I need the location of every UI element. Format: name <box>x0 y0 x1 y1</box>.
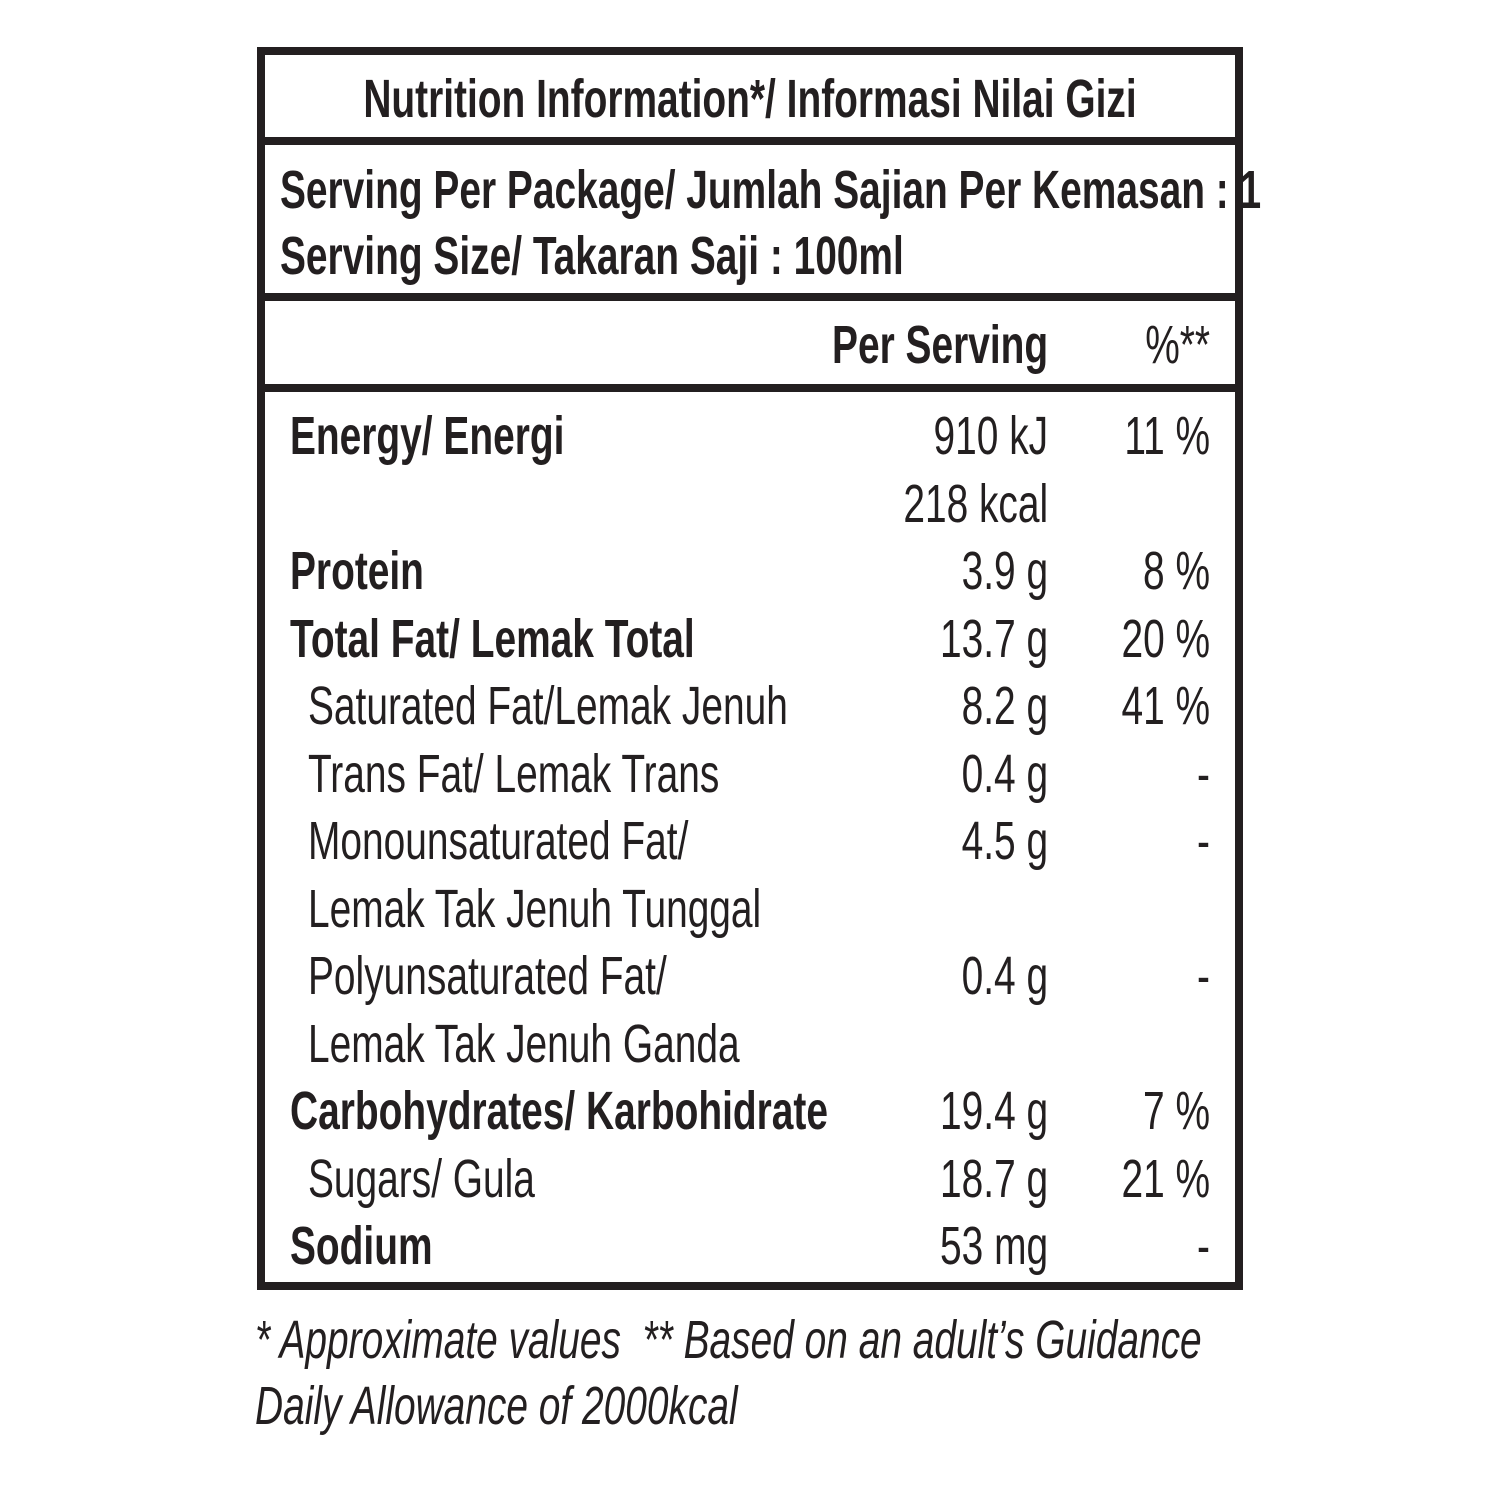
daily-value: - <box>1192 946 1210 1006</box>
title-text: Nutrition Information*/ Informasi Nilai … <box>363 69 1137 129</box>
title-section <box>265 55 1235 137</box>
amount-text: 19.4 g <box>939 1081 1048 1141</box>
daily-value: - <box>1192 811 1210 871</box>
nutrient-name-text: Polyunsaturated Fat/ <box>308 946 667 1006</box>
amount-text: 13.7 g <box>939 608 1048 669</box>
nutrient-name-text: Protein <box>290 541 424 601</box>
serving-line-text: Serving Size/ Takaran Saji : 100ml <box>280 226 904 286</box>
daily-value-text: 7 % <box>1142 1081 1210 1141</box>
footnote-text: Daily Allowance of 2000kcal <box>255 1376 738 1436</box>
daily-value: - <box>1192 1216 1210 1276</box>
amount: 8.2 g <box>928 676 1048 736</box>
amount: 910 kJ <box>889 406 1048 466</box>
nutrient-name-text: Trans Fat/ Lemak Trans <box>308 743 720 804</box>
nutrient-name-text: Lemak Tak Jenuh Tunggal <box>308 878 762 939</box>
column-dv-text: %** <box>1145 315 1210 375</box>
serving-line-text: Serving Per Package/ Jumlah Sajian Per K… <box>280 160 1262 220</box>
title: Nutrition Information*/ Informasi Nilai … <box>213 69 1287 129</box>
nutrient-name-text: Energy/ Energi <box>290 406 565 466</box>
nutrient-name: Polyunsaturated Fat/ <box>308 946 806 1006</box>
serving-line: Serving Per Package/ Jumlah Sajian Per K… <box>280 160 1500 220</box>
header-section <box>265 301 1235 384</box>
daily-value: 41 % <box>1087 676 1210 736</box>
amount: 0.4 g <box>928 946 1048 1006</box>
amount-text: 910 kJ <box>933 406 1048 466</box>
amount-text: 0.4 g <box>961 743 1048 804</box>
amount: 218 kcal <box>847 474 1048 534</box>
nutrient-name-text: Monounsaturated Fat/ <box>308 811 689 871</box>
amount: 53 mg <box>898 1216 1048 1276</box>
amount-text: 4.5 g <box>961 811 1048 871</box>
amount: 3.9 g <box>928 541 1048 601</box>
nutrient-name-text: Sugars/ Gula <box>308 1148 535 1209</box>
daily-value: 11 % <box>1091 406 1210 466</box>
daily-value-text: - <box>1197 811 1210 871</box>
amount: 18.7 g <box>898 1149 1048 1209</box>
daily-value: - <box>1192 744 1210 804</box>
daily-value-text: 21 % <box>1121 1148 1210 1209</box>
body-section <box>265 392 1235 1282</box>
amount-text: 0.4 g <box>961 946 1048 1006</box>
footnote: * Approximate values ** Based on an adul… <box>255 1310 1500 1370</box>
nutrient-name: Trans Fat/ Lemak Trans <box>308 744 879 804</box>
amount-text: 218 kcal <box>903 473 1048 534</box>
amount: 4.5 g <box>928 811 1048 871</box>
daily-value: 21 % <box>1087 1149 1210 1209</box>
nutrient-name: Saturated Fat/Lemak Jenuh <box>308 676 974 736</box>
column-dv: %** <box>1120 315 1210 375</box>
serving-line: Serving Size/ Takaran Saji : 100ml <box>280 226 1146 286</box>
footnote-text: * Approximate values ** Based on an adul… <box>255 1310 1202 1370</box>
nutrient-name-text: Total Fat/ Lemak Total <box>290 608 695 669</box>
daily-value-text: - <box>1197 946 1210 1006</box>
nutrient-name: Protein <box>290 541 476 601</box>
daily-value-text: 20 % <box>1121 608 1210 669</box>
nutrient-name: Total Fat/ Lemak Total <box>290 609 852 669</box>
amount-text: 18.7 g <box>939 1148 1048 1209</box>
amount-text: 3.9 g <box>961 541 1048 601</box>
daily-value-text: - <box>1197 1216 1210 1276</box>
daily-value: 7 % <box>1117 1081 1210 1141</box>
footnote: Daily Allowance of 2000kcal <box>255 1376 925 1436</box>
nutrient-name: Monounsaturated Fat/ <box>308 811 836 871</box>
daily-value-text: 11 % <box>1124 406 1210 466</box>
nutrient-name-text: Carbohydrates/ Karbohidrate <box>290 1081 828 1141</box>
nutrient-name-text: Saturated Fat/Lemak Jenuh <box>308 676 788 736</box>
column-amount-text: Per Serving <box>831 315 1048 375</box>
daily-value-text: - <box>1197 743 1210 804</box>
amount: 0.4 g <box>928 744 1048 804</box>
daily-value-text: 8 % <box>1142 541 1210 601</box>
amount: 13.7 g <box>898 609 1048 669</box>
amount-text: 53 mg <box>939 1216 1048 1276</box>
nutrient-name: Energy/ Energi <box>290 406 671 466</box>
daily-value: 20 % <box>1087 609 1210 669</box>
amount-text: 8.2 g <box>961 676 1048 736</box>
nutrient-name: Carbohydrates/ Karbohidrate <box>290 1081 1037 1141</box>
daily-value-text: 41 % <box>1121 676 1210 736</box>
nutrient-name: Sodium <box>290 1216 488 1276</box>
nutrient-name-text: Lemak Tak Jenuh Ganda <box>308 1013 740 1074</box>
column-amount: Per Serving <box>748 315 1048 375</box>
amount: 19.4 g <box>898 1081 1048 1141</box>
nutrient-name: Lemak Tak Jenuh Ganda <box>308 1014 907 1074</box>
serving-section <box>265 145 1235 293</box>
nutrient-name-text: Sodium <box>290 1216 433 1276</box>
nutrient-name: Lemak Tak Jenuh Tunggal <box>308 879 937 939</box>
daily-value: 8 % <box>1117 541 1210 601</box>
nutrient-name: Sugars/ Gula <box>308 1149 623 1209</box>
